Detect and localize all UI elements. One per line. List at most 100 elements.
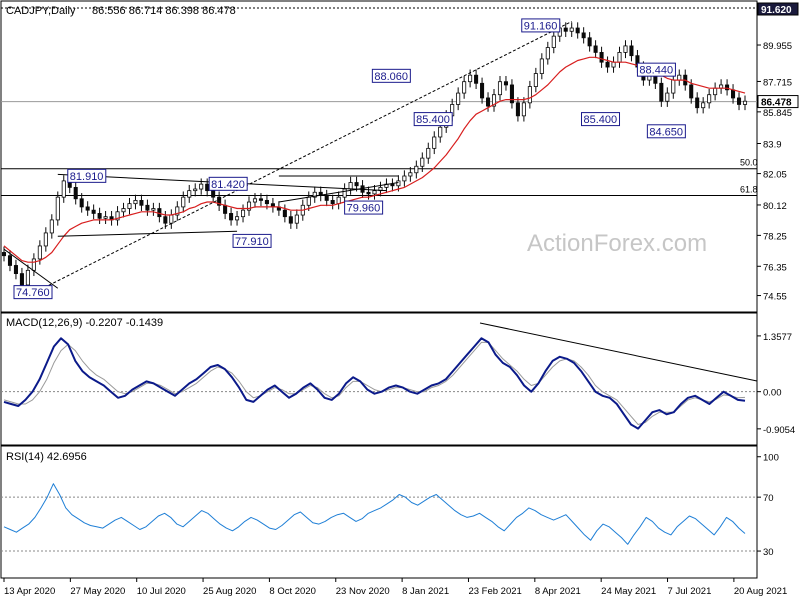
price-tick-label: 80.12 xyxy=(763,201,787,212)
candle-body xyxy=(25,269,30,286)
fib-label: 61.8 xyxy=(740,185,758,195)
candle-body xyxy=(85,206,90,211)
candle-body xyxy=(205,183,210,192)
candle-body xyxy=(246,201,252,211)
candle-body xyxy=(527,86,532,104)
candle-body xyxy=(599,52,604,63)
candle-body xyxy=(731,89,736,99)
current-price-label: 86.478 xyxy=(761,98,792,109)
candle-body xyxy=(474,74,479,84)
candle-body xyxy=(701,102,706,109)
candle-body xyxy=(121,208,126,213)
candle-body xyxy=(79,198,84,208)
candle-body xyxy=(13,265,18,274)
candle-body xyxy=(241,209,246,218)
candle-body xyxy=(127,203,132,209)
x-tick-label: 20 Aug 2021 xyxy=(734,586,787,597)
candle-body xyxy=(707,94,712,104)
candle-body xyxy=(37,245,42,260)
price-annotation-label: 81.420 xyxy=(211,179,245,191)
high-price-box xyxy=(757,2,799,16)
candle-body xyxy=(163,216,168,224)
macd-line xyxy=(3,337,746,430)
candle-body xyxy=(611,61,616,68)
candle-body xyxy=(677,74,682,81)
price-annotation-box xyxy=(208,176,248,191)
candle-body xyxy=(432,136,437,149)
macd-tick-label: 0.00 xyxy=(763,388,782,399)
macd-title: MACD(12,26,9) -0.2207 -0.1439 xyxy=(6,317,163,329)
candle-body xyxy=(97,213,102,219)
watermark: ActionForex.com xyxy=(527,230,707,257)
price-annotation-box xyxy=(413,112,453,127)
candle-body xyxy=(509,84,514,104)
candle-body xyxy=(689,84,694,99)
candle-body xyxy=(468,74,473,83)
candle-body xyxy=(145,204,150,211)
candle-body xyxy=(19,273,24,286)
price-annotation-label: 85.400 xyxy=(584,114,618,126)
candle-body xyxy=(533,73,538,87)
candle-body xyxy=(217,196,222,206)
candle-body xyxy=(456,92,461,105)
candle-body xyxy=(426,147,431,159)
macd-layer xyxy=(1,322,758,430)
candle-body xyxy=(605,61,610,68)
trendline xyxy=(3,248,59,289)
candle-body xyxy=(695,97,700,109)
candle-body xyxy=(539,58,544,74)
macd-tick-label: 1.3577 xyxy=(763,332,792,343)
price-annotation-box xyxy=(636,62,676,77)
candle-body xyxy=(133,200,138,205)
candle-body xyxy=(366,191,371,195)
candle-body xyxy=(193,188,198,192)
price-annotation-box xyxy=(232,233,272,248)
candle-body xyxy=(462,81,467,94)
candle-body xyxy=(491,94,497,107)
candle-body xyxy=(408,172,413,177)
candle-body xyxy=(420,157,425,167)
candle-body xyxy=(623,45,628,53)
candle-body xyxy=(31,258,36,271)
price-annotation-label: 88.440 xyxy=(639,65,673,77)
candle-body xyxy=(91,209,96,214)
macd-tick-label: -0.9054 xyxy=(763,425,795,436)
price-layer: 50.0 61.8 81.910 81.420 77.910 79.960 88.060 85… xyxy=(1,7,758,300)
rsi-tick-label: 100 xyxy=(763,453,779,464)
price-annotation-label: 79.960 xyxy=(347,203,381,215)
candle-body xyxy=(187,190,192,198)
x-tick-label: 10 Jul 2020 xyxy=(137,586,186,597)
candle-body xyxy=(515,102,520,117)
axis-layer: 74.55 76.35 78.25 80.12 82.05 83.9 85.845 87.71… xyxy=(3,2,799,597)
price-tick-label: 78.25 xyxy=(763,231,787,242)
candle-body xyxy=(414,165,419,174)
candle-body xyxy=(480,82,485,99)
candle-body xyxy=(330,200,335,205)
price-annotation-label: 85.400 xyxy=(416,114,450,126)
candle-body xyxy=(725,84,730,91)
x-tick-label: 8 Apr 2021 xyxy=(535,586,581,597)
candle-body xyxy=(486,97,491,107)
candle-body xyxy=(282,209,287,218)
macd-trendline xyxy=(479,322,758,382)
high-price-label: 91.620 xyxy=(761,5,792,16)
x-tick-label: 13 Apr 2020 xyxy=(4,586,55,597)
candle-body xyxy=(181,196,186,208)
candle-body xyxy=(354,182,359,187)
x-tick-label: 27 May 2020 xyxy=(70,586,125,597)
price-annotation-box xyxy=(371,68,411,83)
rsi-title: RSI(14) 42.6956 xyxy=(6,451,87,463)
candle-body xyxy=(569,27,574,32)
candle-body xyxy=(175,206,180,216)
candle-body xyxy=(252,198,258,203)
price-annotation-label: 88.060 xyxy=(374,71,408,83)
price-tick-label: 83.9 xyxy=(763,139,782,150)
candle-body xyxy=(324,195,329,201)
rsi-tick-label: 30 xyxy=(763,547,774,558)
candle-body xyxy=(396,180,401,187)
price-tick-label: 76.35 xyxy=(763,262,787,273)
price-annotation-box xyxy=(13,285,53,300)
candle-body xyxy=(223,204,228,214)
candle-body xyxy=(659,82,664,102)
